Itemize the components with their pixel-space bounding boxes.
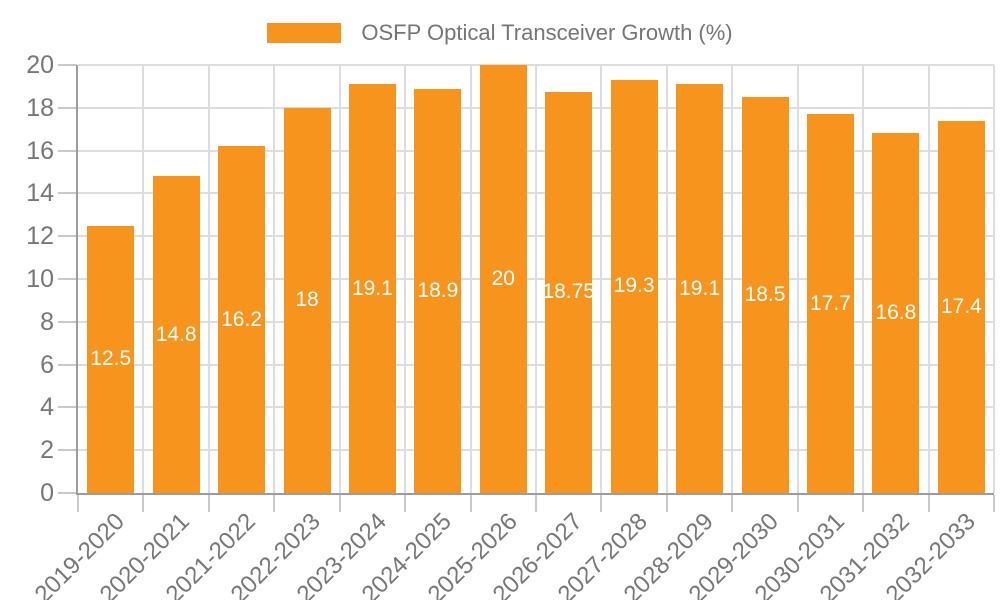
bar: 17.7 bbox=[806, 114, 854, 493]
gridline-x bbox=[469, 65, 472, 493]
y-axis-label: 14 bbox=[26, 179, 54, 208]
x-tick bbox=[731, 495, 734, 512]
bar-value-label: 14.8 bbox=[155, 322, 197, 346]
bar-value-label: 18.5 bbox=[744, 283, 786, 307]
y-axis-label: 4 bbox=[40, 393, 54, 422]
gridline-x bbox=[862, 65, 865, 493]
bar: 19.3 bbox=[610, 79, 658, 493]
y-axis-label: 12 bbox=[26, 222, 54, 251]
x-tick bbox=[142, 495, 145, 512]
y-tick bbox=[58, 106, 77, 109]
x-tick bbox=[600, 495, 603, 512]
bar: 14.8 bbox=[152, 176, 200, 493]
bar-value-label: 12.5 bbox=[90, 347, 132, 371]
bar-value-label: 19.3 bbox=[613, 274, 655, 298]
bar: 16.8 bbox=[872, 133, 920, 493]
gridline-x bbox=[535, 65, 537, 493]
y-tick bbox=[58, 64, 77, 66]
x-tick bbox=[665, 495, 668, 512]
bar-value-label: 16.8 bbox=[875, 301, 917, 325]
bar: 19.1 bbox=[676, 84, 724, 493]
gridline-x bbox=[927, 65, 930, 493]
gridline-x bbox=[207, 65, 210, 493]
gridline-x bbox=[404, 65, 407, 493]
y-tick bbox=[58, 406, 77, 409]
y-axis-label: 16 bbox=[26, 136, 54, 165]
y-axis-label: 8 bbox=[40, 307, 54, 336]
x-tick bbox=[796, 495, 799, 512]
bar: 18.75 bbox=[542, 91, 595, 493]
x-tick bbox=[993, 495, 995, 512]
y-tick bbox=[58, 492, 77, 494]
y-axis-label: 0 bbox=[40, 479, 54, 507]
y-tick bbox=[58, 449, 77, 452]
x-tick bbox=[207, 495, 210, 512]
x-tick bbox=[862, 495, 865, 512]
gridline-x bbox=[796, 65, 799, 493]
plot-area: 12.5 14.8 16.2 18 19.1 18.9 20 18.75 19.3 19.1 18.… bbox=[78, 64, 995, 493]
y-axis-label: 6 bbox=[40, 350, 54, 379]
bar: 12.5 bbox=[87, 225, 135, 493]
bar: 17.4 bbox=[937, 120, 985, 493]
bar: 18.5 bbox=[741, 97, 789, 493]
gridline-x bbox=[665, 65, 668, 493]
x-tick bbox=[535, 495, 537, 512]
bar-value-label: 17.4 bbox=[940, 294, 982, 318]
x-tick bbox=[927, 495, 930, 512]
gridline-x bbox=[273, 65, 276, 493]
legend-swatch bbox=[267, 23, 342, 43]
y-axis-line bbox=[76, 65, 78, 495]
x-tick bbox=[469, 495, 472, 512]
x-tick bbox=[77, 495, 79, 512]
y-tick bbox=[58, 192, 77, 195]
y-tick bbox=[58, 320, 77, 323]
bar: 16.2 bbox=[218, 146, 266, 493]
y-tick bbox=[58, 278, 77, 280]
bar-value-label: 19.1 bbox=[679, 276, 720, 300]
legend-label: OSFP Optical Transceiver Growth (%) bbox=[361, 20, 733, 45]
y-axis-label: 10 bbox=[26, 265, 54, 293]
y-axis-label: 20 bbox=[26, 51, 54, 79]
bar-value-label: 18.75 bbox=[542, 280, 595, 304]
gridline-x bbox=[600, 65, 603, 493]
gridline-x bbox=[993, 65, 995, 493]
x-axis-line bbox=[76, 493, 994, 495]
y-axis-label: 18 bbox=[26, 93, 54, 122]
bar-value-label: 16.2 bbox=[221, 307, 262, 331]
gridline-x bbox=[338, 65, 341, 493]
x-tick bbox=[338, 495, 341, 512]
bar: 19.1 bbox=[348, 84, 396, 493]
x-tick bbox=[273, 495, 276, 512]
legend: OSFP Optical Transceiver Growth (%) bbox=[0, 18, 1000, 48]
gridline-x bbox=[142, 65, 145, 493]
gridline-x bbox=[731, 65, 734, 493]
y-tick bbox=[58, 149, 77, 152]
bar-value-label: 19.1 bbox=[351, 276, 393, 300]
y-tick bbox=[58, 235, 77, 238]
bar: 18.9 bbox=[414, 88, 462, 493]
y-axis-label: 2 bbox=[40, 436, 54, 465]
y-tick bbox=[58, 363, 77, 366]
bar-value-label: 18 bbox=[295, 288, 319, 312]
x-tick bbox=[404, 495, 407, 512]
bar: 20 bbox=[479, 65, 527, 493]
bar: 18 bbox=[283, 107, 331, 493]
bar-value-label: 20 bbox=[491, 267, 515, 290]
bar-value-label: 18.9 bbox=[417, 278, 459, 302]
bar-value-label: 17.7 bbox=[809, 291, 851, 315]
